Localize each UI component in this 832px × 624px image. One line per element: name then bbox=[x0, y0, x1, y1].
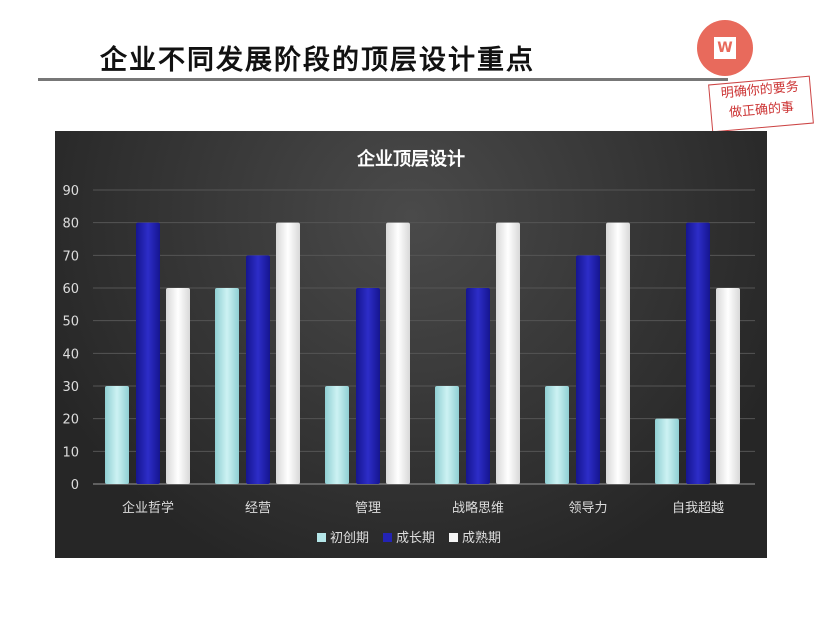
bar-成熟期 bbox=[496, 222, 520, 484]
bar-初创期 bbox=[655, 418, 679, 484]
logo-letter: W bbox=[714, 37, 736, 59]
x-tick-label: 自我超越 bbox=[672, 501, 724, 516]
legend-swatch bbox=[383, 533, 392, 542]
y-tick-label: 10 bbox=[62, 445, 79, 460]
chart-svg: 企业顶层设计 0 10 20 30 40 50 60 70 80 90 企业哲学 经营 管理 战略思维 领导… bbox=[62, 148, 755, 546]
y-tick-label: 30 bbox=[62, 380, 79, 395]
bar-初创期 bbox=[435, 386, 459, 484]
bar-成熟期 bbox=[276, 222, 300, 484]
bar-初创期 bbox=[105, 386, 129, 484]
x-tick-label: 管理 bbox=[355, 501, 381, 516]
y-tick-label: 20 bbox=[62, 413, 79, 428]
x-tick-label: 企业哲学 bbox=[122, 500, 174, 516]
legend-swatch bbox=[449, 533, 458, 542]
bar-成熟期 bbox=[606, 222, 630, 484]
chart: 企业顶层设计 0 10 20 30 40 50 60 70 80 90 企业哲学 经营 管理 战略思维 领导… bbox=[55, 131, 767, 558]
bar-成长期 bbox=[686, 222, 710, 484]
chart-title: 企业顶层设计 bbox=[356, 148, 465, 170]
title-divider bbox=[38, 78, 728, 81]
legend-label: 成长期 bbox=[396, 531, 435, 546]
bar-成长期 bbox=[356, 288, 380, 484]
bar-成熟期 bbox=[386, 222, 410, 484]
bar-成长期 bbox=[576, 255, 600, 484]
x-tick-label: 领导力 bbox=[568, 501, 607, 516]
bar-成长期 bbox=[466, 288, 490, 484]
logo-icon: W bbox=[697, 20, 753, 76]
legend-label: 成熟期 bbox=[462, 530, 501, 546]
y-tick-label: 90 bbox=[62, 184, 79, 199]
y-tick-label: 80 bbox=[62, 217, 79, 232]
bar-初创期 bbox=[215, 288, 239, 484]
stamp: 明确你的要务 做正确的事 bbox=[708, 75, 814, 133]
y-tick-label: 70 bbox=[62, 249, 79, 264]
page-title: 企业不同发展阶段的顶层设计重点 bbox=[100, 45, 535, 76]
bar-初创期 bbox=[545, 386, 569, 484]
y-tick-label: 0 bbox=[71, 478, 79, 493]
y-tick-label: 50 bbox=[62, 315, 79, 330]
bar-成熟期 bbox=[166, 288, 190, 484]
x-tick-label: 战略思维 bbox=[452, 500, 504, 516]
legend-label: 初创期 bbox=[330, 531, 369, 546]
bar-初创期 bbox=[325, 386, 349, 484]
bar-成长期 bbox=[136, 222, 160, 484]
x-tick-label: 经营 bbox=[245, 501, 271, 516]
bar-成熟期 bbox=[716, 288, 740, 484]
legend-swatch bbox=[317, 533, 326, 542]
y-tick-label: 60 bbox=[62, 282, 79, 297]
bar-成长期 bbox=[246, 255, 270, 484]
y-tick-label: 40 bbox=[62, 347, 79, 362]
